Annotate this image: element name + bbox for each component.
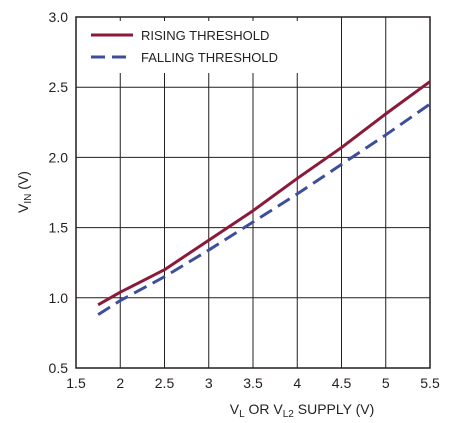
x-tick-labels: 1.5 2 2.5 3 3.5 4 4.5 5 5.5 [66, 375, 440, 391]
x-tick-label: 5.5 [420, 375, 440, 391]
x-tick-label: 2 [116, 375, 124, 391]
x-label-part: SUPPLY (V) [294, 401, 374, 417]
x-label-part: V [230, 401, 240, 417]
x-tick-label: 3 [205, 375, 213, 391]
x-label-subscript: L [239, 409, 245, 420]
x-axis-label: VL OR VL2 SUPPLY (V) [230, 401, 375, 420]
y-tick-label: 3.0 [49, 9, 69, 25]
y-label-subscript: IN [23, 194, 34, 204]
legend-label-rising: RISING THRESHOLD [141, 28, 269, 43]
y-tick-label: 1.0 [49, 290, 69, 306]
x-label-subscript: L2 [283, 409, 295, 420]
series-layer [97, 80, 431, 316]
y-tick-label: 2.5 [49, 79, 69, 95]
y-label-part: V [15, 203, 31, 213]
x-tick-label: 2.5 [155, 375, 175, 391]
x-tick-label: 4.5 [332, 375, 352, 391]
y-tick-labels: 0.5 1.0 1.5 2.0 2.5 3.0 [49, 9, 69, 376]
plot-frame [75, 16, 431, 369]
legend-background [78, 21, 314, 73]
x-tick-label: 4 [293, 375, 301, 391]
legend-label-falling: FALLING THRESHOLD [141, 50, 278, 65]
x-tick-label: 5 [382, 375, 390, 391]
y-tick-label: 1.5 [49, 220, 69, 236]
x-tick-label: 3.5 [243, 375, 263, 391]
x-tick-label: 1.5 [66, 375, 86, 391]
y-axis-label: VIN (V) [15, 171, 34, 213]
series-line-rising [97, 80, 431, 307]
y-tick-label: 0.5 [49, 360, 69, 376]
series-line-falling [97, 102, 431, 316]
y-tick-label: 2.0 [49, 149, 69, 165]
x-label-part: OR V [245, 401, 284, 417]
y-label-part: (V) [15, 171, 31, 194]
legend: RISING THRESHOLD FALLING THRESHOLD [78, 21, 314, 73]
